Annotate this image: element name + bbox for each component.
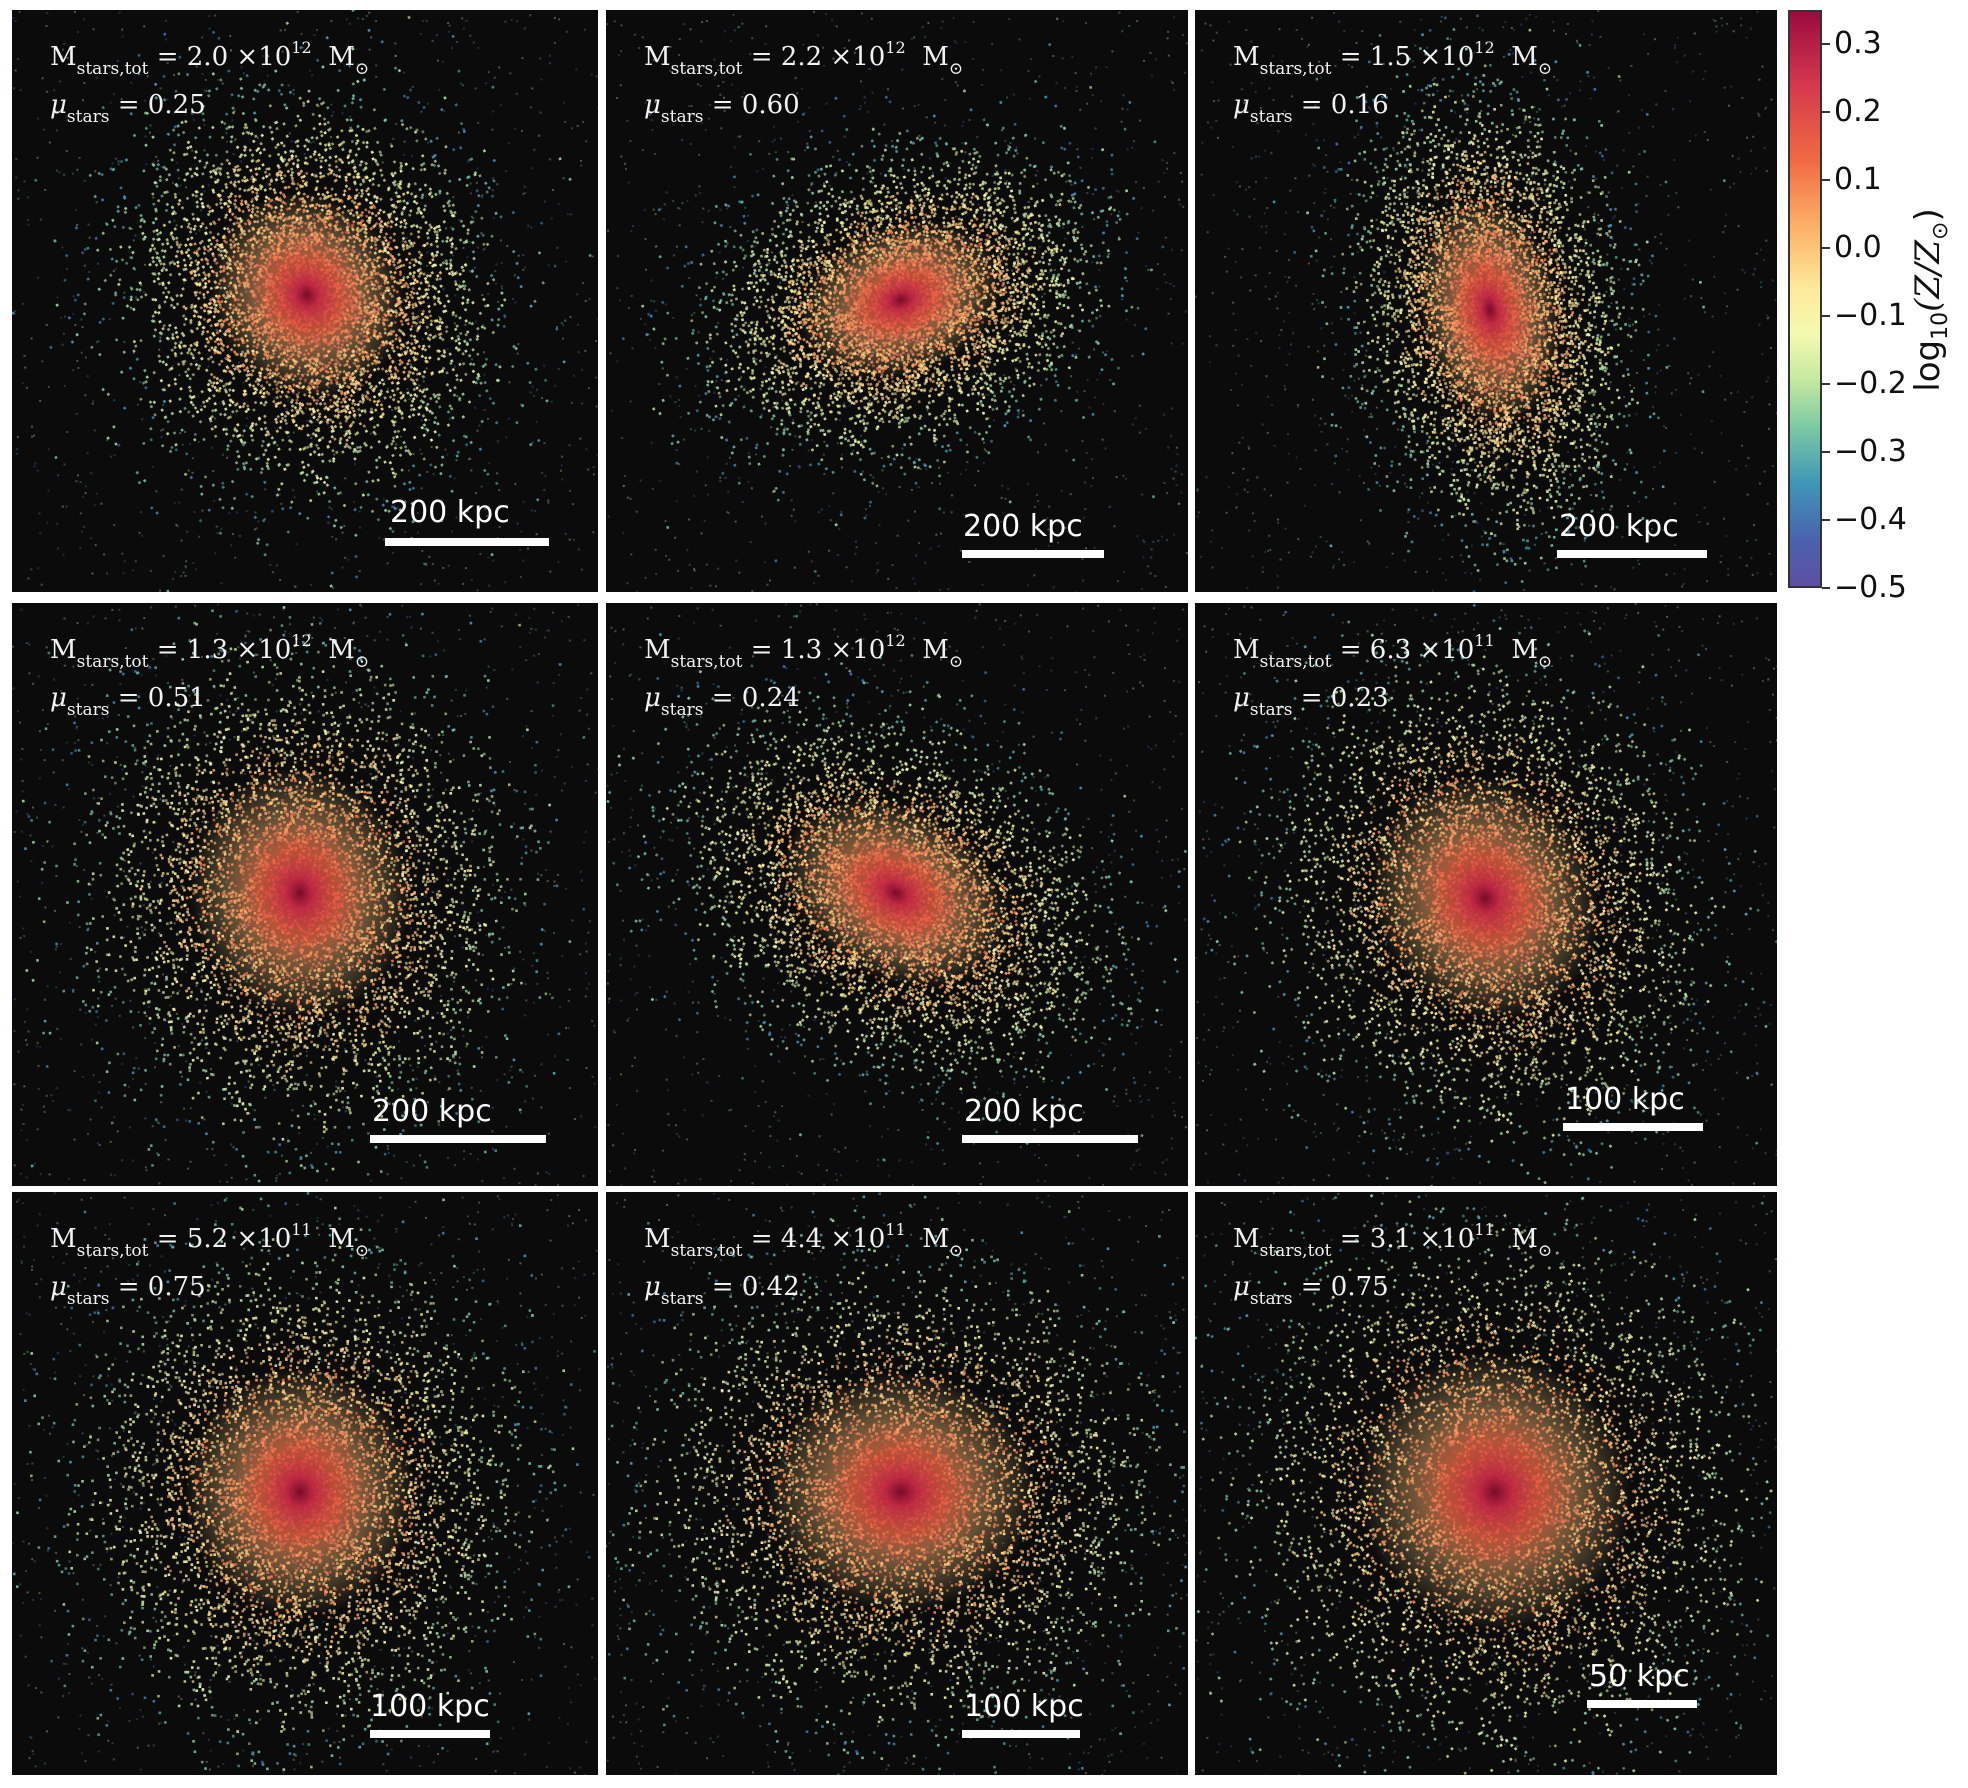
colorbar-tick-label: −0.1: [1834, 301, 1907, 331]
colorbar-tick-label: 0.0: [1834, 233, 1882, 263]
galaxy-image: [12, 10, 598, 592]
colorbar-tick-label: 0.3: [1834, 29, 1882, 59]
scale-bar-label: 100 kpc: [1565, 1085, 1685, 1115]
galaxy-panel: Mstars,tot = 3.1 ×1011 M⊙ μstars = 0.75 50…: [1195, 1192, 1777, 1775]
stellar-mass-label: Mstars,tot = 1.5 ×1012 M⊙: [1233, 40, 1552, 78]
scale-bar-label: 200 kpc: [372, 1097, 492, 1127]
mu-stars-label: μstars = 0.42: [644, 1274, 800, 1308]
colorbar-tick: [1822, 111, 1830, 113]
scale-bar: [1563, 1123, 1703, 1131]
stellar-mass-label: Mstars,tot = 2.2 ×1012 M⊙: [644, 40, 963, 78]
galaxy-panel: Mstars,tot = 1.3 ×1012 M⊙ μstars = 0.24 20…: [606, 603, 1188, 1186]
galaxy-image: [1195, 10, 1777, 592]
colorbar-tick: [1822, 519, 1830, 521]
colorbar: [1788, 10, 1822, 588]
galaxy-image: [12, 603, 598, 1186]
scale-bar-label: 200 kpc: [1559, 512, 1679, 542]
galaxy-panel: Mstars,tot = 6.3 ×1011 M⊙ μstars = 0.23 10…: [1195, 603, 1777, 1186]
scale-bar: [370, 1135, 546, 1143]
galaxy-panel: Mstars,tot = 1.5 ×1012 M⊙ μstars = 0.16 20…: [1195, 10, 1777, 592]
scale-bar-label: 50 kpc: [1589, 1662, 1690, 1692]
galaxy-image: [12, 1192, 598, 1775]
stellar-mass-label: Mstars,tot = 1.3 ×1012 M⊙: [644, 633, 963, 671]
galaxy-panel: Mstars,tot = 4.4 ×1011 M⊙ μstars = 0.42 10…: [606, 1192, 1188, 1775]
scale-bar-label: 200 kpc: [390, 498, 510, 528]
galaxy-panel: Mstars,tot = 2.0 ×1012 M⊙ μstars = 0.25 20…: [12, 10, 598, 592]
colorbar-tick: [1822, 587, 1830, 589]
stellar-mass-label: Mstars,tot = 4.4 ×1011 M⊙: [644, 1222, 963, 1260]
galaxy-image: [1195, 603, 1777, 1186]
mu-stars-label: μstars = 0.51: [50, 685, 206, 719]
stellar-mass-label: Mstars,tot = 5.2 ×1011 M⊙: [50, 1222, 369, 1260]
mu-stars-label: μstars = 0.75: [50, 1274, 206, 1308]
stellar-mass-label: Mstars,tot = 6.3 ×1011 M⊙: [1233, 633, 1552, 671]
colorbar-tick-label: −0.5: [1834, 573, 1907, 603]
scale-bar: [1557, 550, 1707, 558]
mu-stars-label: μstars = 0.60: [644, 92, 800, 126]
colorbar-label: log10(Z/Z⊙): [1908, 208, 1953, 392]
galaxy-image: [606, 1192, 1188, 1775]
mu-stars-label: μstars = 0.75: [1233, 1274, 1389, 1308]
colorbar-tick: [1822, 247, 1830, 249]
scale-bar: [962, 1730, 1080, 1738]
colorbar-tick: [1822, 451, 1830, 453]
mu-stars-label: μstars = 0.25: [50, 92, 206, 126]
colorbar-tick: [1822, 43, 1830, 45]
galaxy-image: [606, 11, 1188, 592]
stellar-mass-label: Mstars,tot = 3.1 ×1011 M⊙: [1233, 1222, 1552, 1260]
colorbar-tick-label: 0.1: [1834, 165, 1882, 195]
colorbar-tick-label: 0.2: [1834, 97, 1882, 127]
mu-stars-label: μstars = 0.23: [1233, 685, 1389, 719]
colorbar-tick-label: −0.4: [1834, 505, 1907, 535]
scale-bar: [962, 1135, 1138, 1143]
mu-stars-label: μstars = 0.16: [1233, 92, 1389, 126]
scale-bar-label: 100 kpc: [964, 1692, 1084, 1722]
colorbar-tick-label: −0.3: [1834, 437, 1907, 467]
scale-bar-label: 100 kpc: [370, 1692, 490, 1722]
galaxy-panel: Mstars,tot = 2.2 ×1012 M⊙ μstars = 0.60 20…: [606, 10, 1188, 592]
colorbar-tick: [1822, 383, 1830, 385]
scale-bar: [370, 1730, 490, 1738]
colorbar-tick: [1822, 179, 1830, 181]
stellar-mass-label: Mstars,tot = 1.3 ×1012 M⊙: [50, 633, 369, 671]
colorbar-tick: [1822, 315, 1830, 317]
galaxy-image: [1195, 1192, 1777, 1775]
scale-bar: [962, 550, 1104, 558]
scale-bar: [385, 538, 549, 546]
scale-bar-label: 200 kpc: [964, 1097, 1084, 1127]
galaxy-panel: Mstars,tot = 1.3 ×1012 M⊙ μstars = 0.51 20…: [12, 603, 598, 1186]
scale-bar: [1587, 1700, 1697, 1708]
galaxy-image: [606, 603, 1188, 1186]
scale-bar-label: 200 kpc: [963, 512, 1083, 542]
galaxy-panel: Mstars,tot = 5.2 ×1011 M⊙ μstars = 0.75 10…: [12, 1192, 598, 1775]
stellar-mass-label: Mstars,tot = 2.0 ×1012 M⊙: [50, 40, 369, 78]
mu-stars-label: μstars = 0.24: [644, 685, 800, 719]
colorbar-tick-label: −0.2: [1834, 369, 1907, 399]
